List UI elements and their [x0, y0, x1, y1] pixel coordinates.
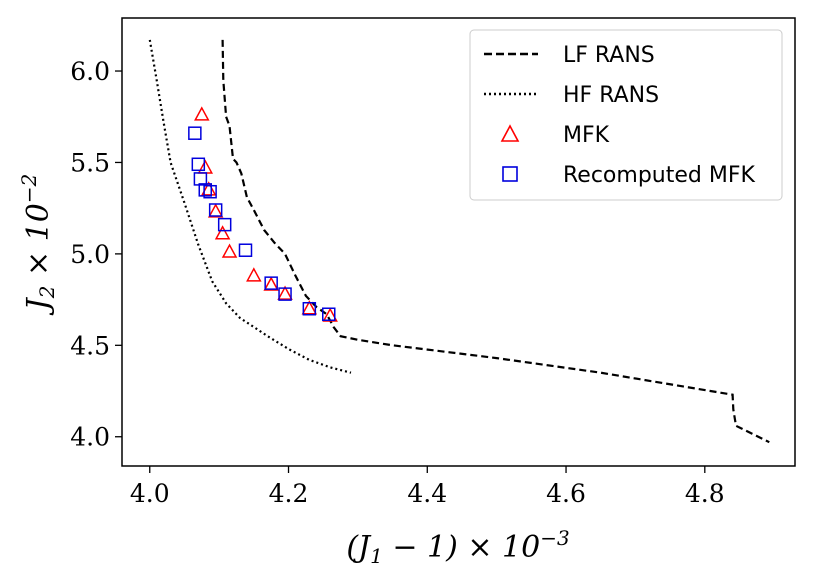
marker-mfk	[246, 267, 262, 282]
marker-recomputed-mfk	[188, 126, 202, 140]
series-line-hf-rans	[148, 39, 352, 374]
x-tick-label: 4.8	[685, 479, 725, 508]
y-tick-label: 5.0	[70, 240, 110, 269]
legend-mfk-label: MFK	[563, 123, 610, 148]
marker-recomputed-mfk	[302, 301, 317, 316]
legend-mfk-marker	[500, 124, 520, 142]
marker-recomputed-mfk	[198, 183, 213, 197]
marker-mfk	[263, 276, 279, 291]
marker-recomputed-mfk	[322, 307, 336, 321]
legend-recomputed-mfk-label: Recomputed MFK	[563, 163, 755, 188]
y-tick-label: 4.0	[70, 423, 110, 452]
marker-mfk	[197, 159, 214, 174]
svg-text:J2 × 10−2: J2 × 10−2	[17, 174, 59, 317]
legend-box	[469, 29, 783, 201]
marker-recomputed-mfk	[203, 184, 217, 199]
y-axis-label: J2 × 10−2	[17, 174, 59, 317]
marker-mfk	[221, 243, 238, 258]
plot-area	[148, 39, 770, 444]
ticks: 4.0 4.2 4.4 4.6 4.8 4.0 4.5 5.0 5.5 6.0	[70, 57, 724, 508]
marker-recomputed-mfk	[217, 217, 232, 232]
y-tick-label: 6.0	[70, 57, 110, 86]
x-tick-label: 4.0	[130, 479, 170, 508]
legend-lf-rans-label: LF RANS	[563, 43, 655, 68]
marker-recomputed-mfk	[238, 243, 253, 257]
x-axis-label: (J1 − 1) × 10−3	[346, 526, 569, 568]
axes-frame	[121, 17, 796, 467]
marker-mfk	[194, 106, 210, 121]
y-tick-label: 5.5	[70, 148, 110, 177]
marker-recomputed-mfk	[193, 172, 208, 186]
legend: LF RANS HF RANS MFK Recomputed MFK	[469, 29, 783, 201]
legend-recomputed-mfk-marker	[502, 166, 518, 182]
x-tick-label: 4.6	[546, 479, 586, 508]
marker-mfk	[301, 300, 318, 315]
legend-hf-rans-label: HF RANS	[563, 83, 659, 108]
marker-recomputed-mfk	[264, 276, 278, 290]
x-tick-label: 4.4	[407, 479, 447, 508]
marker-mfk	[207, 203, 224, 218]
y-tick-label: 4.5	[70, 331, 110, 360]
marker-mfk	[322, 307, 338, 322]
marker-mfk	[214, 225, 231, 240]
series-line-lf-rans	[221, 39, 770, 444]
x-tick-label: 4.2	[269, 479, 309, 508]
marker-recomputed-mfk	[278, 287, 292, 301]
marker-recomputed-mfk	[208, 203, 223, 217]
svg-text:(J1 − 1) × 10−3: (J1 − 1) × 10−3	[346, 526, 569, 568]
marker-mfk	[277, 285, 293, 300]
marker-recomputed-mfk	[191, 157, 206, 172]
